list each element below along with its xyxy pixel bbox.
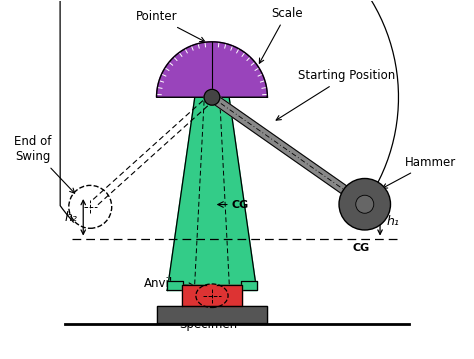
Circle shape [204,89,220,105]
Polygon shape [210,93,361,204]
Text: Hammer: Hammer [383,156,456,188]
Circle shape [339,178,391,230]
Polygon shape [182,285,242,307]
Text: Anvil: Anvil [144,277,194,290]
Polygon shape [167,97,256,290]
Text: Scale: Scale [259,7,302,63]
Text: h₂: h₂ [65,211,78,224]
Circle shape [356,195,374,213]
Text: Pointer: Pointer [137,10,205,42]
Text: Specimen: Specimen [179,311,237,331]
Text: CG: CG [232,200,249,210]
Polygon shape [167,281,256,290]
Polygon shape [156,307,267,322]
Text: End of
Swing: End of Swing [14,135,74,193]
Text: Starting Position: Starting Position [276,69,395,120]
Polygon shape [208,285,216,295]
Polygon shape [156,42,267,97]
Text: h₁: h₁ [386,215,400,228]
Text: CG: CG [353,242,370,252]
